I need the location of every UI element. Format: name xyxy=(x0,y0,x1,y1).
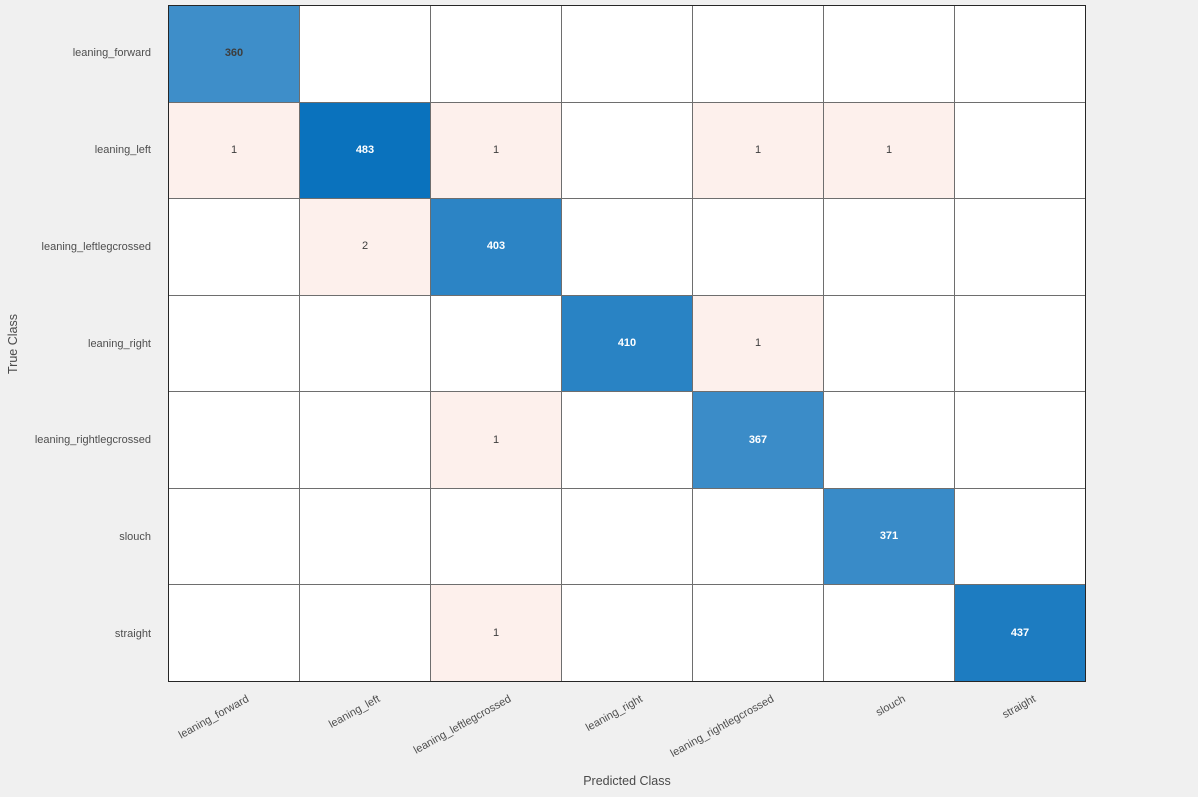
cell-value: 1 xyxy=(230,143,238,156)
matrix-cell: 1 xyxy=(693,295,823,392)
matrix-cell xyxy=(431,488,561,585)
matrix-cell xyxy=(955,392,1085,488)
x-axis-tick-labels: leaning_forward leaning_left leaning_leftl… xyxy=(168,689,1086,769)
y-tick-label: leaning_left xyxy=(94,144,151,157)
matrix-cell: 367 xyxy=(693,392,823,488)
cell-value: 483 xyxy=(355,143,375,156)
cell-value: 1 xyxy=(492,626,500,639)
matrix-cell xyxy=(955,102,1085,199)
y-tick-label: leaning_forward xyxy=(72,47,151,60)
matrix-cell: 1 xyxy=(431,392,561,488)
matrix-cell xyxy=(431,6,561,102)
matrix-cell xyxy=(300,295,430,392)
matrix-cell: 483 xyxy=(300,102,430,199)
cell-value: 371 xyxy=(879,530,899,543)
matrix-cell: 403 xyxy=(431,199,561,295)
matrix-cell xyxy=(169,488,299,585)
matrix-cell xyxy=(300,392,430,488)
matrix-cell: 1 xyxy=(431,102,561,199)
matrix-cell xyxy=(693,585,823,681)
matrix-cell: 437 xyxy=(955,585,1085,681)
matrix-cell: 1 xyxy=(693,102,823,199)
matrix-cell xyxy=(955,199,1085,295)
matrix-cell: 2 xyxy=(300,199,430,295)
cell-value: 1 xyxy=(885,143,893,156)
x-tick-label: straight xyxy=(1000,693,1039,721)
y-tick-label: leaning_right xyxy=(88,337,151,350)
cell-value: 403 xyxy=(486,240,506,253)
matrix-cell xyxy=(824,199,954,295)
cell-value: 1 xyxy=(754,336,762,349)
y-tick-label: slouch xyxy=(119,530,151,543)
cell-value: 367 xyxy=(748,433,768,446)
confusion-matrix-plot: 360 1 483 1 1 1 2 403 410 1 1 367 371 1 437 xyxy=(168,5,1086,682)
matrix-cell: 1 xyxy=(431,585,561,681)
matrix-cell xyxy=(300,488,430,585)
matrix-cell xyxy=(955,488,1085,585)
y-tick-label: leaning_leftlegcrossed xyxy=(41,240,151,253)
matrix-cell: 1 xyxy=(824,102,954,199)
matrix-cell xyxy=(955,6,1085,102)
cell-value: 2 xyxy=(361,240,369,253)
matrix-cell xyxy=(431,295,561,392)
matrix-grid: 360 1 483 1 1 1 2 403 410 1 1 367 371 1 437 xyxy=(169,6,1085,681)
matrix-cell xyxy=(562,488,692,585)
x-tick-label: leaning_left xyxy=(327,693,383,731)
matrix-cell xyxy=(300,585,430,681)
matrix-cell xyxy=(169,199,299,295)
cell-value: 1 xyxy=(754,143,762,156)
matrix-cell xyxy=(169,585,299,681)
x-tick-label: leaning_right xyxy=(583,693,645,735)
matrix-cell xyxy=(693,6,823,102)
x-tick-label: leaning_forward xyxy=(177,693,252,742)
matrix-cell: 360 xyxy=(169,6,299,102)
matrix-cell xyxy=(300,6,430,102)
matrix-cell xyxy=(955,295,1085,392)
matrix-cell: 371 xyxy=(824,488,954,585)
matrix-cell xyxy=(824,585,954,681)
matrix-cell xyxy=(562,585,692,681)
cell-value: 1 xyxy=(492,433,500,446)
cell-value: 1 xyxy=(492,143,500,156)
matrix-cell xyxy=(693,199,823,295)
matrix-cell xyxy=(562,392,692,488)
matrix-cell xyxy=(169,295,299,392)
x-tick-label: leaning_leftlegcrossed xyxy=(412,693,514,757)
matrix-cell xyxy=(562,199,692,295)
y-tick-label: leaning_rightlegcrossed xyxy=(34,434,151,447)
y-axis-tick-labels: leaning_forward leaning_left leaning_leftl… xyxy=(0,5,160,682)
cell-value: 360 xyxy=(224,47,244,60)
cell-value: 410 xyxy=(617,336,637,349)
matrix-cell xyxy=(169,392,299,488)
matrix-cell xyxy=(693,488,823,585)
y-tick-label: straight xyxy=(114,627,151,640)
matrix-cell: 410 xyxy=(562,295,692,392)
matrix-cell xyxy=(562,102,692,199)
x-axis-title: Predicted Class xyxy=(583,774,671,788)
x-tick-label: leaning_rightlegcrossed xyxy=(668,693,776,760)
matrix-cell xyxy=(824,6,954,102)
x-tick-label: slouch xyxy=(873,693,908,719)
matrix-cell xyxy=(824,295,954,392)
cell-value: 437 xyxy=(1010,626,1030,639)
matrix-cell: 1 xyxy=(169,102,299,199)
matrix-cell xyxy=(562,6,692,102)
matrix-cell xyxy=(824,392,954,488)
